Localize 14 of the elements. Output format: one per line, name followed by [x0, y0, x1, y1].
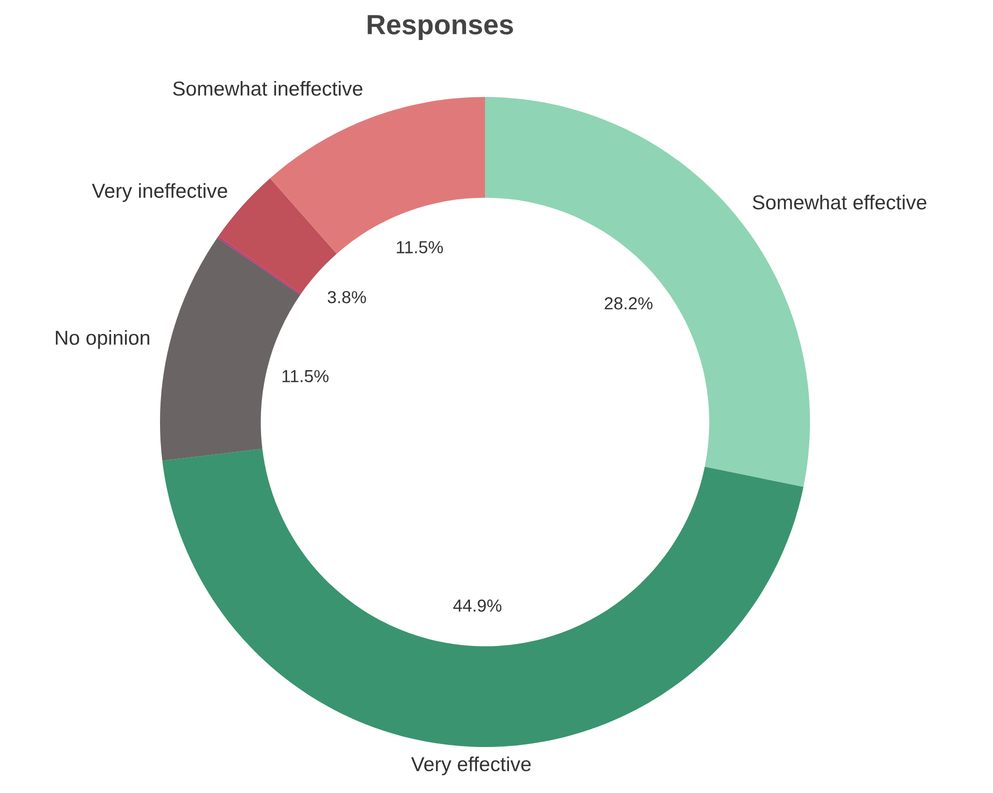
data-label: 44.9% — [453, 599, 502, 612]
slice-label: Very ineffective — [92, 183, 228, 202]
data-label: 28.2% — [604, 297, 652, 310]
donut-slice — [217, 236, 302, 295]
chart-title: Responses — [368, 15, 513, 40]
slice-label: No opinion — [56, 330, 150, 349]
donut-slice — [270, 97, 485, 254]
slice-label: Very effective — [411, 756, 531, 776]
data-label: 11.5% — [282, 370, 328, 382]
slice-label: Somewhat ineffective — [173, 80, 362, 96]
donut-slice — [162, 448, 804, 747]
data-label: 11.5% — [396, 241, 443, 254]
slice-label: Somewhat effective — [752, 194, 926, 210]
data-label: 3.8% — [328, 290, 366, 304]
